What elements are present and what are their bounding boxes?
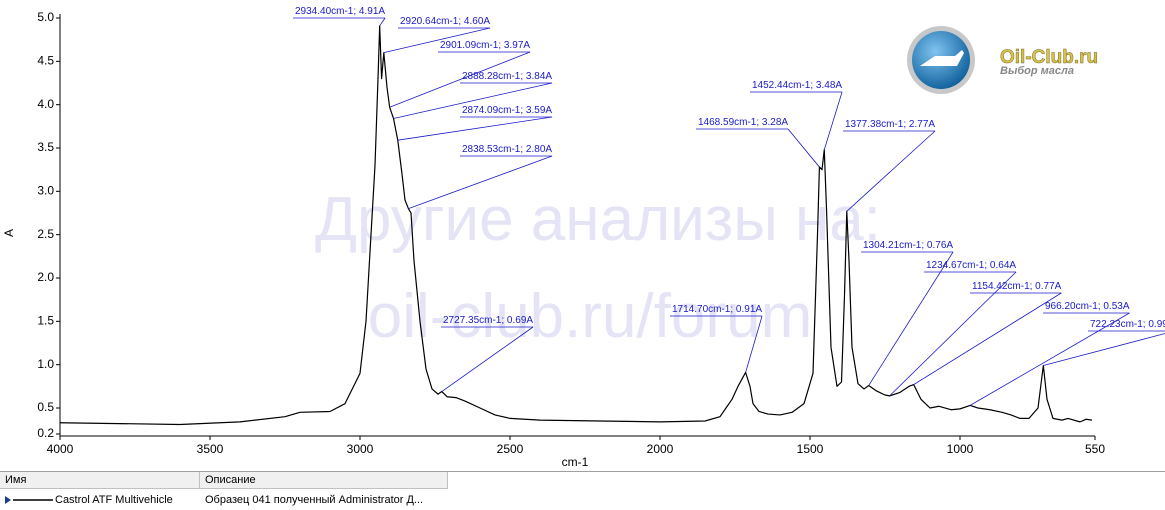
peak-leader: [383, 27, 491, 54]
x-tick-label: 1500: [797, 442, 824, 456]
table-header: Описание: [200, 472, 448, 489]
peak-label: 2888.28cm-1; 3.84A: [462, 71, 552, 82]
y-tick-label: 3.5: [37, 140, 54, 154]
peak-leader: [389, 51, 531, 108]
table-row[interactable]: Castrol ATF Multivehicle: [0, 491, 200, 509]
peak-leader: [913, 292, 1062, 385]
peak-label: 2920.64cm-1; 4.60A: [400, 16, 490, 27]
peak-leader: [441, 326, 534, 392]
peak-label: 2874.09cm-1; 3.59A: [462, 105, 552, 116]
peak-leader: [846, 130, 936, 212]
x-tick-label: 3500: [197, 442, 224, 456]
x-tick-label: 4000: [47, 442, 74, 456]
y-tick-label: 1.0: [37, 357, 54, 371]
peak-label: 1154.42cm-1; 0.77A: [972, 281, 1062, 292]
y-tick-label: 2.0: [37, 270, 54, 284]
peak-label: 1304.21cm-1; 0.76A: [863, 240, 953, 251]
peak-label: 1377.38cm-1; 2.77A: [845, 119, 935, 130]
peak-label: 1714.70cm-1; 0.91A: [672, 304, 762, 315]
peak-leader: [379, 17, 386, 27]
peak-label: 1468.59cm-1; 3.28A: [698, 117, 788, 128]
y-tick-label: 1.5: [37, 314, 54, 328]
y-tick-label: 4.0: [37, 97, 54, 111]
peak-leader: [969, 312, 1130, 406]
peak-label: 2727.35cm-1; 0.69A: [443, 315, 533, 326]
x-axis-label: cm-1: [562, 455, 589, 469]
chart: Другие анализы на: oil-club.ru/forum Oil…: [2, 6, 1165, 469]
peak-label: 1452.44cm-1; 3.48A: [752, 80, 842, 91]
table-cell: Образец 041 полученный Administrator Д..…: [205, 494, 424, 506]
peak-leader: [408, 155, 553, 210]
logo-title: Oil-Club.ru: [1000, 47, 1098, 68]
y-tick-label: 3.0: [37, 184, 54, 198]
peak-leader: [1043, 333, 1165, 366]
y-tick-label: 0.5: [37, 400, 54, 414]
peak-label: 2901.09cm-1; 3.97A: [440, 40, 530, 51]
peak-label: 722.23cm-1; 0.99A: [1090, 319, 1165, 330]
spectrum-line: [59, 25, 1093, 426]
x-tick-label: 3000: [347, 442, 374, 456]
watermark-line: oil-club.ru/forum: [368, 282, 812, 351]
logo-can: [920, 50, 964, 66]
peak-label: 966.20cm-1; 0.53A: [1045, 301, 1130, 312]
table-header: Имя: [0, 472, 200, 489]
y-tick-label: 4.5: [37, 54, 54, 68]
y-tick-label: 0.2: [37, 426, 54, 440]
x-tick-label: 2000: [647, 442, 674, 456]
peak-label: 1234.67cm-1; 0.64A: [926, 260, 1016, 271]
peak-leader: [393, 82, 553, 119]
logo: Oil-Club.ru Выбор масла: [907, 26, 1098, 94]
watermark-line: Другие анализы на:: [315, 185, 881, 254]
peak-leader: [745, 315, 763, 373]
peak-label: 2934.40cm-1; 4.91A: [295, 6, 385, 17]
peak-label: 2838.53cm-1; 2.80A: [462, 144, 552, 155]
logo-subtitle: Выбор масла: [1000, 65, 1074, 77]
legend-entry: Castrol ATF Multivehicle: [55, 494, 173, 506]
peak-leader: [823, 91, 843, 150]
legend-swatch: [5, 496, 53, 505]
peak-leader: [868, 251, 954, 386]
peak-leader: [787, 128, 820, 168]
x-tick-label: 550: [1085, 442, 1105, 456]
peak-leader: [397, 116, 553, 141]
y-tick-label: 5.0: [37, 10, 54, 24]
x-tick-label: 2500: [497, 442, 524, 456]
y-tick-label: 2.5: [37, 227, 54, 241]
x-tick-label: 1000: [947, 442, 974, 456]
y-axis-label: A: [2, 229, 16, 237]
legend-table: Имя Описание Castrol ATF Multivehicle Об…: [0, 471, 1165, 510]
